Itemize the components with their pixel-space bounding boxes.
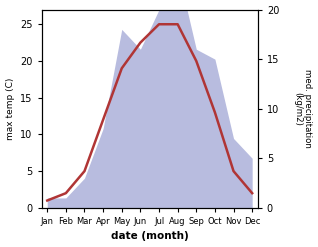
X-axis label: date (month): date (month) — [111, 231, 189, 242]
Y-axis label: max temp (C): max temp (C) — [5, 78, 15, 140]
Y-axis label: med. precipitation
(kg/m2): med. precipitation (kg/m2) — [293, 69, 313, 148]
